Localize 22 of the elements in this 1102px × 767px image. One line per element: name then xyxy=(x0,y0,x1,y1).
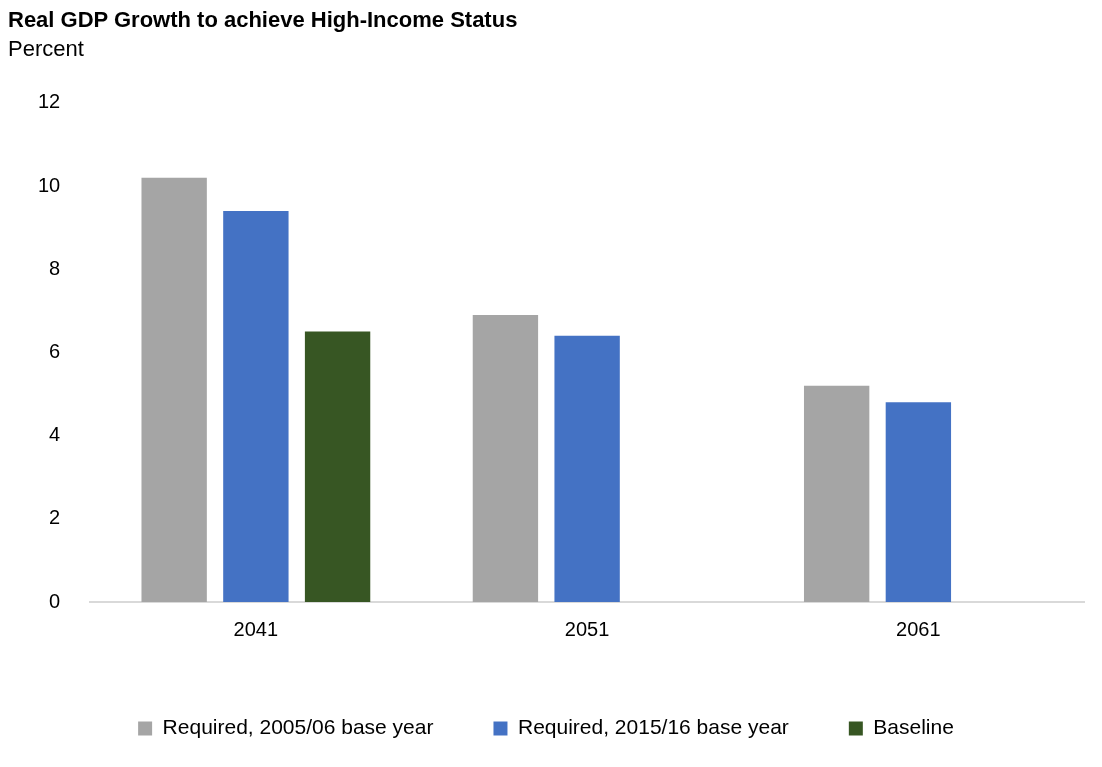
x-tick-label: 2061 xyxy=(896,617,941,640)
bar xyxy=(141,177,207,602)
chart-title: Real GDP Growth to achieve High-Income Status xyxy=(8,7,518,33)
legend-label: Baseline xyxy=(873,715,954,739)
bar xyxy=(885,402,952,602)
bar xyxy=(472,314,539,602)
bar xyxy=(304,331,371,602)
legend-label: Required, 2015/16 base year xyxy=(517,715,789,739)
x-tick-label: 2041 xyxy=(233,617,279,640)
y-tick-label: 8 xyxy=(49,256,61,279)
y-tick-label: 4 xyxy=(49,423,61,446)
y-tick-label: 6 xyxy=(49,339,61,362)
bar xyxy=(803,385,870,602)
legend-label: Required, 2005/06 base year xyxy=(162,715,434,739)
bar xyxy=(554,335,620,602)
y-tick-label: 0 xyxy=(49,589,61,612)
y-tick-label: 2 xyxy=(49,506,61,529)
bar xyxy=(223,210,289,602)
chart-subtitle: Percent xyxy=(8,35,84,61)
x-tick-label: 2051 xyxy=(564,617,610,640)
y-tick-label: 12 xyxy=(38,90,61,113)
y-tick-label: 10 xyxy=(38,173,61,196)
